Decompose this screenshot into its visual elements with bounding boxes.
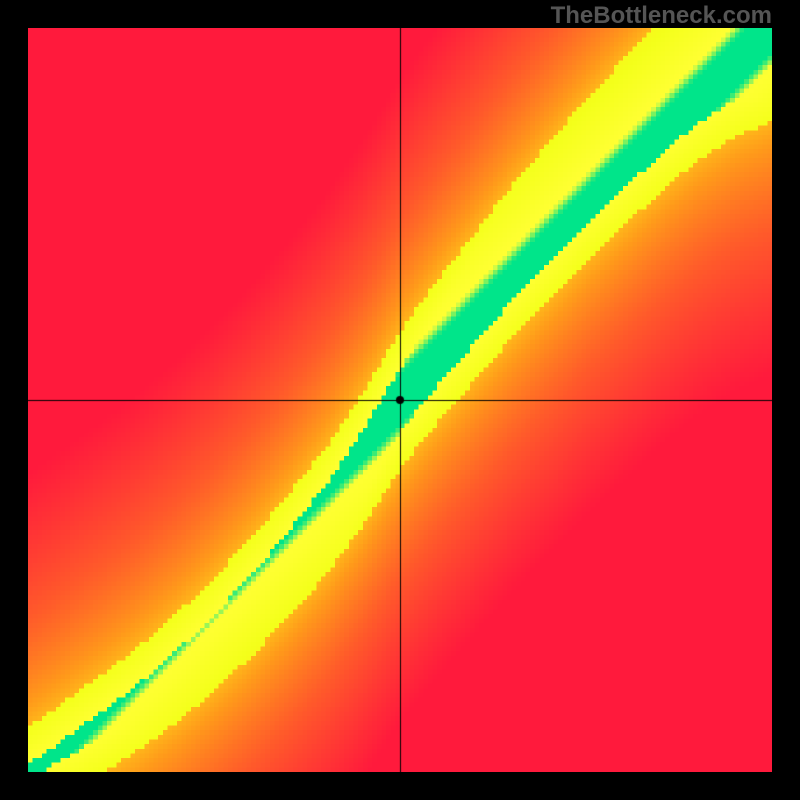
watermark-text: TheBottleneck.com (551, 2, 772, 30)
chart-stage: TheBottleneck.com (0, 0, 800, 800)
bottleneck-heatmap (28, 28, 772, 772)
